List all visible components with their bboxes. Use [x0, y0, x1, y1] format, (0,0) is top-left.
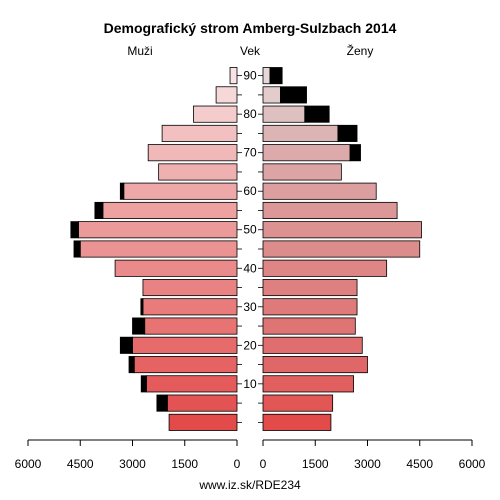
male-bar	[229, 67, 238, 85]
female-bar-extra	[280, 86, 307, 104]
female-bar	[262, 221, 422, 239]
male-bar	[215, 86, 238, 104]
male-bar	[78, 221, 238, 239]
female-bar-extra	[349, 144, 361, 162]
male-bar	[102, 201, 238, 220]
female-bar	[262, 240, 421, 258]
female-bar	[262, 278, 358, 297]
male-bar-extra	[119, 336, 133, 354]
age-tick-label: 80	[243, 107, 257, 121]
female-x-axis: 0 1500 3000 4500 6000	[260, 439, 486, 471]
female-bar	[262, 67, 271, 85]
male-bar	[161, 124, 238, 142]
male-bar-extra	[70, 221, 79, 239]
female-bar	[262, 375, 354, 393]
female-bar	[262, 201, 398, 220]
female-x-tick-label: 4500	[406, 457, 433, 471]
male-x-axis: 6000 4500 3000 1500 0	[15, 439, 241, 471]
age-tick-label: 40	[243, 261, 257, 275]
male-bar	[158, 163, 238, 181]
male-bar	[114, 259, 238, 277]
male-x-tick-label: 3000	[119, 457, 146, 471]
male-bar-extra	[128, 356, 135, 374]
female-bar	[262, 105, 306, 123]
age-axis-label: Vek	[240, 44, 261, 58]
male-x-tick-label: 6000	[15, 457, 42, 471]
chart-title: Demografický strom Amberg-Sulzbach 2014	[104, 20, 397, 36]
male-bar	[146, 375, 238, 393]
male-bar-extra	[94, 201, 104, 220]
male-bar-extra	[140, 375, 147, 393]
male-bar	[123, 182, 238, 200]
female-bar	[262, 317, 356, 335]
age-tick-label: 90	[243, 69, 257, 83]
female-bar	[262, 182, 377, 200]
female-bar	[262, 86, 281, 104]
female-bar	[262, 413, 332, 431]
males-label: Muži	[127, 44, 152, 58]
age-tick-label: 50	[243, 223, 257, 237]
female-x-tick-label: 1500	[302, 457, 329, 471]
female-bar	[262, 298, 358, 316]
female-x-tick-label: 0	[260, 457, 267, 471]
male-bar	[144, 317, 238, 335]
male-bar-extra	[73, 240, 81, 258]
male-bar	[79, 240, 238, 258]
male-bar	[132, 336, 238, 354]
male-bar-extra	[140, 298, 144, 316]
male-bar-extra	[132, 317, 146, 335]
age-tick-label: 10	[243, 377, 257, 391]
male-bar	[166, 394, 238, 412]
male-x-tick-label: 4500	[67, 457, 94, 471]
female-bar	[262, 163, 342, 181]
females-label: Ženy	[347, 43, 374, 58]
source-footer: www.iz.sk/RDE234	[198, 478, 301, 492]
male-bars	[70, 67, 238, 431]
age-axis: 10 20 30 40 50 60 70 80 90	[237, 69, 263, 423]
female-bars	[262, 67, 422, 431]
age-tick-label: 70	[243, 146, 257, 160]
female-bar	[262, 124, 339, 142]
female-bar	[262, 356, 368, 374]
female-bar	[262, 394, 334, 412]
male-bar	[193, 105, 238, 123]
male-bar	[142, 298, 238, 316]
female-bar	[262, 336, 363, 354]
age-tick-label: 60	[243, 184, 257, 198]
female-x-tick-label: 6000	[459, 457, 486, 471]
male-bar	[147, 144, 238, 162]
male-bar	[168, 413, 238, 431]
male-bar-extra	[119, 182, 125, 200]
male-x-tick-label: 1500	[171, 457, 198, 471]
male-x-tick-label: 0	[234, 457, 241, 471]
age-tick-label: 30	[243, 300, 257, 314]
female-bar	[262, 259, 388, 277]
age-tick-label: 20	[243, 338, 257, 352]
female-x-tick-label: 3000	[354, 457, 381, 471]
female-bar-extra	[269, 67, 283, 85]
male-bar	[142, 278, 238, 297]
male-bar-extra	[156, 394, 168, 412]
female-bar-extra	[337, 124, 358, 142]
male-bar	[133, 356, 238, 374]
female-bar	[262, 144, 351, 162]
female-bar-extra	[304, 105, 330, 123]
